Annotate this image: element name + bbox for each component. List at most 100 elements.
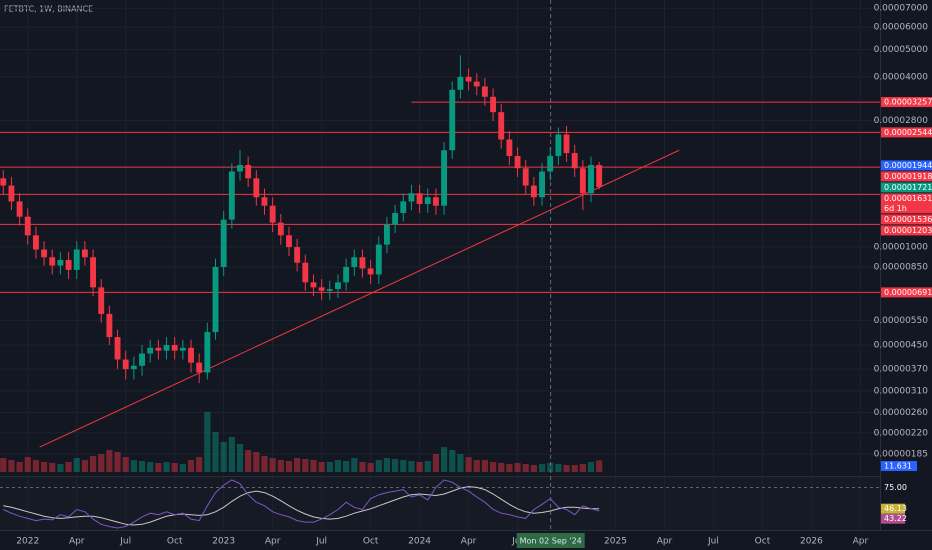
price-label-box	[881, 97, 932, 108]
candle-body	[441, 150, 448, 206]
candle-body	[188, 347, 194, 363]
y-tick-label: 0.00006000	[874, 23, 929, 33]
candle-body	[359, 257, 366, 269]
volume-bar	[440, 447, 448, 472]
candle-body	[310, 282, 317, 288]
candle-body	[449, 89, 456, 151]
candle-body	[286, 235, 292, 248]
volume-bar	[40, 462, 48, 472]
candle-body	[392, 212, 399, 225]
chart-title: FETBTC, 1W, BINANCE	[4, 5, 93, 14]
candle-body	[596, 165, 603, 187]
y-tick-label: 0.00002800	[874, 116, 929, 126]
candle-body	[326, 289, 333, 291]
volume-bar	[228, 437, 235, 472]
volume-bar	[326, 462, 333, 472]
price-label: 0.00001536	[884, 215, 932, 224]
volume-bar	[73, 458, 80, 472]
volume-bar	[245, 450, 252, 472]
y-tick-label: 0.00000450	[874, 341, 929, 351]
price-label: 0.00003257	[884, 98, 932, 107]
x-tick-label: Apr	[853, 537, 869, 547]
candle-body	[294, 247, 301, 263]
candle-body	[579, 168, 586, 194]
price-label-box	[881, 160, 932, 171]
volume-bar	[163, 462, 170, 472]
candle-body	[171, 345, 178, 351]
rsi-label-box	[881, 482, 905, 493]
volume-bar	[334, 460, 342, 472]
candle-body	[41, 249, 48, 258]
volume-bar	[424, 461, 431, 472]
volume-bar	[294, 458, 301, 472]
volume-bar	[130, 460, 137, 472]
x-tick-label: 2024	[408, 537, 431, 547]
volume-bar	[506, 464, 513, 472]
crosshair-label-box	[516, 533, 585, 548]
candle-body	[530, 185, 537, 198]
candle-body	[253, 178, 260, 198]
volume-bar	[196, 457, 203, 472]
candle-body	[424, 197, 431, 204]
volume-bar	[212, 432, 219, 472]
candle-body	[522, 168, 529, 186]
candle-body	[49, 257, 56, 266]
volume-bar	[416, 462, 423, 472]
candle-body	[432, 197, 439, 206]
x-tick-label: Jul	[119, 537, 131, 547]
volume-bar	[65, 462, 72, 472]
candle-body	[122, 359, 129, 370]
candle-body	[384, 224, 390, 245]
candle-body	[351, 257, 358, 267]
volume-bar	[187, 460, 195, 472]
volume-bar	[343, 461, 350, 472]
volume-bar	[522, 464, 529, 472]
volume-bar	[16, 462, 23, 472]
rsi-line	[3, 479, 600, 529]
candle-body	[106, 313, 113, 338]
candle-body	[65, 259, 72, 270]
candle-body	[457, 76, 464, 90]
candle-body	[481, 86, 488, 97]
volume-bar	[375, 460, 382, 472]
candle-body	[228, 171, 235, 220]
volume-bar	[359, 462, 366, 472]
candle-body	[465, 76, 472, 82]
volume-bar	[547, 463, 554, 472]
y-tick-label: 0.00000310	[874, 386, 929, 396]
candle-body	[547, 155, 554, 172]
volume-bar	[8, 460, 15, 472]
volume-bar	[106, 450, 113, 472]
price-label-box	[881, 171, 932, 182]
volume-bar	[89, 456, 97, 472]
y-tick-label: 0.00001000	[874, 243, 929, 253]
candle-body	[277, 222, 284, 236]
candle-body	[163, 345, 170, 351]
volume-bar	[579, 464, 586, 472]
volume-bar	[449, 450, 456, 472]
volume-bar	[0, 458, 7, 472]
volume-bar	[285, 461, 293, 472]
x-tick-label: 2025	[604, 537, 627, 547]
volume-bar	[498, 463, 505, 472]
volume-bar	[465, 457, 472, 472]
volume-bar	[473, 460, 480, 472]
price-label-box	[881, 127, 932, 138]
x-tick-label: Jul	[707, 537, 719, 547]
volume-bar	[122, 457, 129, 472]
x-tick-label: Apr	[69, 537, 85, 547]
candle-body	[0, 178, 7, 186]
volume-bar	[408, 461, 415, 472]
candle-body	[473, 81, 480, 87]
crosshair-label: Mon 02 Sep '24	[520, 537, 582, 546]
candle-body	[335, 282, 341, 290]
volume-bar	[530, 465, 537, 472]
candle-body	[367, 268, 374, 275]
volume-bar	[555, 464, 562, 472]
price-label-box	[881, 182, 932, 193]
y-tick-label: 0.00007000	[874, 4, 929, 14]
x-tick-label: Jul	[315, 537, 327, 547]
y-tick-label: 0.00000185	[874, 450, 928, 460]
price-label-box	[881, 193, 932, 214]
